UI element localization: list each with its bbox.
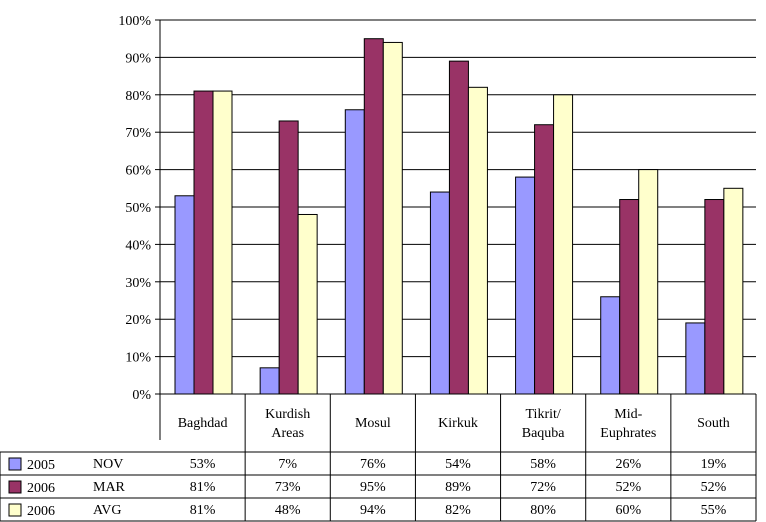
category-label: Baquba (522, 426, 566, 441)
category-label: Kurdish (265, 407, 310, 422)
bar-mar (448, 60, 469, 395)
table-cell-value: 54% (445, 457, 471, 472)
table-cell-value: 81% (190, 480, 216, 495)
bar-avg (382, 41, 403, 395)
table-cell-value: 80% (530, 503, 556, 518)
bar-avg (297, 213, 318, 395)
table-cell-value: 26% (615, 457, 641, 472)
legend-year: 2006 (27, 504, 55, 519)
legend-series-label: AVG (93, 503, 122, 518)
y-tick-label: 100% (118, 14, 151, 29)
bar-nov (344, 109, 365, 395)
table-cell-value: 53% (190, 457, 216, 472)
bar-avg (723, 187, 744, 395)
category-label: Tikrit/ (526, 407, 561, 422)
y-tick-label: 0% (132, 388, 151, 403)
bar-mar (534, 124, 555, 395)
table-cell-value: 89% (445, 480, 471, 495)
legend-year: 2006 (27, 481, 55, 496)
table-cell-value: 81% (190, 503, 216, 518)
y-tick-label: 40% (125, 238, 151, 253)
category-label: Baghdad (178, 416, 228, 431)
y-tick-label: 20% (125, 313, 151, 328)
table-cell-value: 7% (278, 457, 297, 472)
bar-avg (638, 169, 659, 395)
table-cell-value: 55% (701, 503, 727, 518)
table-cell-value: 48% (275, 503, 301, 518)
table-cell-value: 58% (530, 457, 556, 472)
table-cell-value: 76% (360, 457, 386, 472)
bar-avg (212, 90, 233, 395)
bar-mar (704, 199, 725, 395)
category-label: Mid- (614, 407, 642, 422)
legend-swatch (8, 480, 22, 494)
table-cell-value: 60% (615, 503, 641, 518)
bar-mar (278, 120, 299, 395)
bar-mar (363, 38, 384, 395)
y-tick-label: 60% (125, 164, 151, 179)
bar-avg (467, 86, 488, 395)
y-tick-label: 80% (125, 89, 151, 104)
legend-swatch (8, 503, 22, 517)
bar-mar (619, 199, 640, 395)
bar-nov (685, 322, 706, 395)
legend-swatch (8, 457, 22, 471)
bar-nov (429, 191, 450, 395)
legend-series-label: MAR (93, 480, 126, 495)
bar-nov (515, 176, 536, 395)
table-cell-value: 52% (615, 480, 641, 495)
table-cell-value: 52% (701, 480, 727, 495)
y-tick-label: 50% (125, 201, 151, 216)
y-tick-label: 10% (125, 351, 151, 366)
category-label: Areas (271, 426, 304, 441)
table-cell-value: 72% (530, 480, 556, 495)
table-cell-value: 94% (360, 503, 386, 518)
table-cell-value: 19% (701, 457, 727, 472)
y-tick-label: 30% (125, 276, 151, 291)
bar-nov (174, 195, 195, 395)
category-label: Kirkuk (438, 416, 478, 431)
table-cell-value: 73% (275, 480, 301, 495)
bar-nov (259, 367, 280, 395)
legend-year: 2005 (27, 458, 55, 473)
category-label: Mosul (355, 416, 391, 431)
bar-nov (600, 296, 621, 395)
table-cell-value: 95% (360, 480, 386, 495)
category-label: Euphrates (600, 426, 656, 441)
table-cell-value: 82% (445, 503, 471, 518)
y-tick-label: 70% (125, 126, 151, 141)
y-tick-label: 90% (125, 51, 151, 66)
bar-avg (553, 94, 574, 395)
category-label: South (697, 416, 730, 431)
bar-mar (193, 90, 214, 395)
legend-series-label: NOV (93, 457, 123, 472)
